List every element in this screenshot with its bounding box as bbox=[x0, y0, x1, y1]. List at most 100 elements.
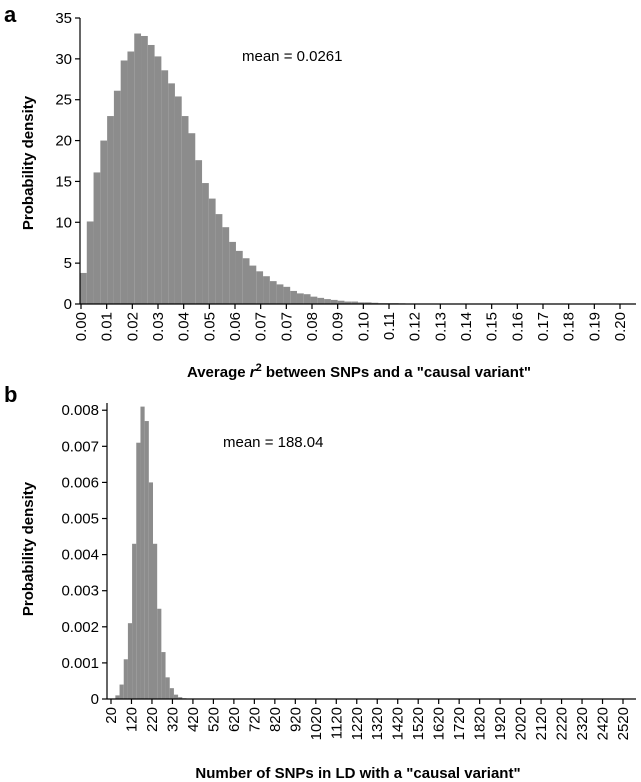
a-x-tick-label: 0.17 bbox=[535, 312, 552, 341]
b-y-tick-label: 0.003 bbox=[61, 583, 99, 600]
a-x-tick-label: 0.12 bbox=[407, 312, 424, 341]
a-bar bbox=[215, 214, 223, 304]
b-x-tick-label: 2020 bbox=[513, 707, 530, 740]
a-x-tick-label: 0.19 bbox=[586, 312, 603, 341]
b-x-tick-label: 2320 bbox=[574, 707, 591, 740]
a-bar bbox=[296, 293, 304, 304]
a-x-tick-label: 0.14 bbox=[458, 312, 475, 341]
a-bar bbox=[330, 299, 338, 304]
b-x-tick-label: 1320 bbox=[369, 707, 386, 740]
a-x-tick-label: 0.07 bbox=[253, 312, 270, 341]
b-bar bbox=[140, 406, 145, 699]
a-bar bbox=[364, 302, 372, 304]
a-x-tick-label: 0.13 bbox=[432, 312, 449, 341]
b-bar bbox=[153, 543, 158, 699]
a-bar bbox=[229, 241, 236, 304]
a-bar bbox=[310, 296, 318, 304]
a-bar bbox=[269, 281, 277, 304]
a-bar bbox=[303, 294, 311, 304]
panel-a-letter: a bbox=[4, 2, 17, 27]
a-bar bbox=[154, 56, 162, 304]
b-x-tick-label: 520 bbox=[205, 707, 222, 732]
b-x-tick-label: 20 bbox=[103, 707, 120, 724]
a-bar bbox=[86, 221, 94, 304]
a-x-tick-label: 0.06 bbox=[227, 312, 244, 341]
b-x-tick-label: 1520 bbox=[410, 707, 427, 740]
a-y-tick-label: 15 bbox=[55, 173, 72, 190]
a-bar bbox=[202, 183, 209, 304]
a-bar bbox=[290, 290, 297, 304]
a-bar bbox=[195, 160, 203, 304]
b-y-tick-label: 0.002 bbox=[61, 619, 99, 636]
a-bar bbox=[242, 258, 250, 304]
a-bar bbox=[188, 133, 196, 304]
a-bar bbox=[181, 116, 189, 304]
a-bar bbox=[344, 301, 352, 304]
b-y-tick-label: 0 bbox=[91, 691, 99, 708]
b-bar bbox=[178, 697, 183, 699]
a-bar bbox=[174, 96, 182, 304]
panel-a-x-ticks: 0.00 0.01 0.02 0.03 0.04 0.05 0.06 0.07 0.07 0.08… bbox=[73, 304, 629, 341]
a-bar bbox=[208, 198, 216, 304]
b-bar bbox=[119, 684, 124, 699]
b-x-tick-label: 220 bbox=[144, 707, 161, 732]
a-bar bbox=[351, 301, 358, 304]
panel-b-mean-annotation: mean = 188.04 bbox=[223, 434, 324, 451]
b-bar bbox=[127, 623, 133, 699]
panel-a-x-axis-label: Average r2 between SNPs and a "causal va… bbox=[187, 362, 531, 381]
b-x-tick-label: 2220 bbox=[554, 707, 571, 740]
a-bar bbox=[276, 284, 284, 304]
a-bar bbox=[80, 272, 87, 304]
a-bar bbox=[283, 286, 291, 304]
a-x-tick-label: 0.08 bbox=[304, 312, 321, 341]
a-x-tick-label: 0.15 bbox=[484, 312, 501, 341]
a-bar bbox=[100, 140, 108, 304]
panel-a-mean-annotation: mean = 0.0261 bbox=[242, 48, 343, 65]
a-bar bbox=[93, 172, 101, 304]
a-bar bbox=[222, 227, 230, 304]
a-bar bbox=[358, 302, 365, 304]
a-bar bbox=[141, 35, 148, 304]
a-bar bbox=[107, 116, 114, 304]
panel-b-letter: b bbox=[4, 382, 17, 407]
b-x-tick-label: 1820 bbox=[472, 707, 489, 740]
a-x-tick-label: 0.20 bbox=[612, 312, 629, 341]
b-bar bbox=[144, 421, 149, 699]
panel-b-y-ticks: 0 0.001 0.002 0.003 0.004 0.005 0.006 0.007 0.00… bbox=[61, 402, 107, 708]
b-bar bbox=[136, 442, 141, 699]
b-y-tick-label: 0.008 bbox=[61, 402, 99, 419]
a-bar bbox=[134, 33, 142, 304]
a-x-tick-label: 0.00 bbox=[73, 312, 90, 341]
a-bar bbox=[113, 90, 121, 304]
a-bar bbox=[324, 299, 331, 304]
panel-a-y-ticks: 0 5 10 15 20 25 30 35 bbox=[55, 10, 80, 313]
a-bar bbox=[249, 265, 257, 304]
b-x-tick-label: 420 bbox=[185, 707, 202, 732]
a-x-tick-label: 0.10 bbox=[355, 312, 372, 341]
panel-b-x-ticks: 20 120 220 320 420 520 620 720 820 920 1020 1120 122… bbox=[103, 699, 632, 740]
a-y-tick-label: 0 bbox=[64, 296, 72, 313]
panel-a-bars bbox=[80, 33, 636, 305]
b-x-tick-label: 2520 bbox=[615, 707, 632, 740]
panel-b-y-axis-label: Probability density bbox=[20, 481, 37, 616]
b-y-tick-label: 0.005 bbox=[61, 511, 99, 528]
a-x-tick-label: 0.05 bbox=[201, 312, 218, 341]
panel-a-y-axis-label: Probability density bbox=[20, 95, 37, 230]
a-bar bbox=[161, 70, 169, 304]
a-bar bbox=[235, 250, 243, 304]
b-bar bbox=[165, 677, 170, 699]
b-bar bbox=[132, 543, 137, 699]
a-x-tick-label: 0.18 bbox=[561, 312, 578, 341]
b-bar bbox=[123, 659, 128, 699]
b-y-tick-label: 0.006 bbox=[61, 474, 99, 491]
b-y-tick-label: 0.001 bbox=[61, 655, 99, 672]
a-y-tick-label: 10 bbox=[55, 214, 72, 231]
b-x-tick-label: 1920 bbox=[492, 707, 509, 740]
a-x-tick-label: 0.09 bbox=[330, 312, 347, 341]
b-x-tick-label: 1420 bbox=[390, 707, 407, 740]
a-x-tick-label: 0.01 bbox=[99, 312, 116, 341]
b-bar bbox=[115, 695, 120, 699]
b-x-tick-label: 1020 bbox=[308, 707, 325, 740]
panel-a-histogram: a Probability density mean = 0.0261 0 5 10… bbox=[4, 2, 636, 381]
